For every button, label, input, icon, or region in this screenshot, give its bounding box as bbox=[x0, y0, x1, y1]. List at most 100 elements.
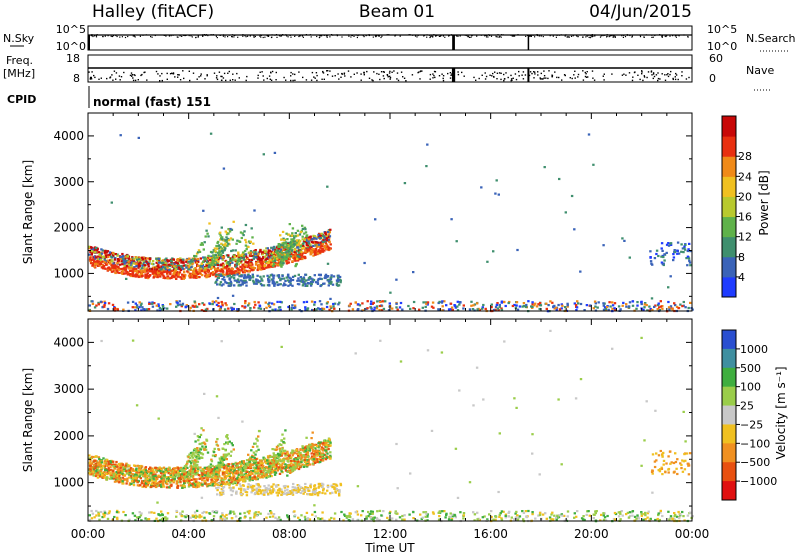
power-echo-cell bbox=[241, 267, 244, 270]
power-echo-cell bbox=[285, 276, 288, 279]
nsky-point bbox=[204, 34, 206, 36]
power-echo-cell bbox=[607, 308, 610, 311]
nsky-point bbox=[290, 36, 292, 38]
velocity-echo-cell bbox=[93, 459, 97, 462]
power-echo-cell bbox=[199, 266, 202, 269]
power-echo-cell bbox=[280, 250, 284, 253]
power-echo-cell bbox=[299, 253, 302, 256]
power-echo-cell bbox=[106, 250, 110, 253]
velocity-echo-cell bbox=[293, 463, 296, 466]
power-echo-cell bbox=[684, 306, 687, 309]
power-echo-cell bbox=[524, 305, 528, 308]
nsky-point bbox=[683, 34, 685, 36]
power-echo-cell bbox=[500, 308, 504, 311]
power-echo-cell bbox=[265, 253, 269, 256]
power-echo-cell bbox=[315, 237, 318, 240]
power-echo-cell bbox=[267, 266, 270, 269]
nave-point bbox=[591, 70, 594, 72]
velocity-echo-cell bbox=[121, 463, 125, 466]
power-echo-cell bbox=[555, 308, 558, 311]
nave-point bbox=[681, 71, 683, 73]
power-echo-cell bbox=[262, 284, 266, 287]
nsky-point bbox=[456, 35, 458, 37]
power-echo-cell bbox=[111, 254, 115, 257]
nave-tick-top: 60 bbox=[709, 52, 723, 65]
nsky-point bbox=[542, 36, 544, 38]
nsky-point bbox=[310, 36, 312, 38]
power-echo-cell bbox=[206, 307, 209, 310]
velocity-echo-cell bbox=[136, 464, 140, 467]
power-echo-cell bbox=[158, 261, 161, 264]
power-echo-cell bbox=[254, 256, 257, 259]
nave-point bbox=[632, 76, 634, 78]
power-echo-cell bbox=[174, 268, 178, 271]
power-echo-cell bbox=[623, 239, 626, 242]
nsky-point bbox=[320, 34, 322, 37]
nsky-point bbox=[589, 37, 591, 39]
power-echo-cell bbox=[151, 305, 155, 308]
power-echo-cell bbox=[667, 286, 670, 289]
nave-point bbox=[518, 75, 520, 77]
power-echo-cell bbox=[674, 304, 677, 307]
power-echo-cell bbox=[147, 277, 150, 280]
power-echo-cell bbox=[103, 303, 106, 307]
velocity-echo-cell bbox=[288, 454, 291, 457]
nsky-point bbox=[631, 35, 633, 37]
nsky-point bbox=[536, 34, 538, 36]
power-colorbar-tick-label: 28 bbox=[738, 150, 752, 163]
power-echo-cell bbox=[199, 267, 203, 270]
power-echo-cell bbox=[174, 265, 178, 268]
power-echo-cell bbox=[243, 270, 247, 273]
power-echo-cell bbox=[220, 264, 223, 267]
velocity-echo-cell bbox=[309, 463, 312, 466]
velocity-echo-cell bbox=[141, 485, 144, 488]
power-echo-cell bbox=[132, 259, 136, 262]
power-echo-cell bbox=[312, 279, 316, 282]
power-echo-cell bbox=[276, 257, 279, 260]
power-echo-cell bbox=[265, 306, 268, 309]
power-echo-cell bbox=[250, 258, 254, 261]
velocity-echo-cell bbox=[131, 478, 134, 481]
velocity-echo-cell bbox=[194, 484, 197, 487]
power-echo-cell bbox=[271, 248, 275, 251]
power-echo-cell bbox=[296, 243, 299, 246]
velocity-echo-cell bbox=[321, 452, 325, 455]
nave-point bbox=[388, 72, 391, 74]
power-echo-cell bbox=[304, 284, 307, 287]
power-echo-cell bbox=[573, 228, 576, 231]
nave-point bbox=[112, 79, 114, 81]
nsky-point bbox=[91, 34, 93, 36]
power-echo-cell bbox=[307, 278, 310, 281]
power-echo-cell bbox=[203, 241, 206, 244]
nave-point bbox=[350, 76, 352, 78]
power-echo-cell bbox=[193, 274, 196, 277]
power-echo-cell bbox=[170, 259, 173, 262]
nsky-point bbox=[231, 36, 233, 38]
power-echo-cell bbox=[151, 301, 154, 304]
power-echo-cell bbox=[315, 251, 319, 254]
power-echo-cell bbox=[217, 301, 220, 304]
power-echo-cell bbox=[229, 268, 233, 271]
velocity-echo-cell bbox=[282, 460, 285, 463]
power-echo-cell bbox=[682, 251, 685, 254]
power-echo-cell bbox=[285, 253, 288, 256]
nave-point bbox=[134, 79, 137, 82]
nave-point bbox=[310, 79, 313, 81]
power-echo-cell bbox=[125, 277, 128, 280]
nave-point bbox=[229, 79, 231, 81]
nave-point bbox=[159, 80, 161, 82]
power-echo-cell bbox=[236, 273, 239, 276]
velocity-echo-cell bbox=[303, 460, 306, 463]
power-echo-cell bbox=[649, 307, 652, 311]
power-echo-cell bbox=[361, 309, 364, 312]
power-echo-cell bbox=[231, 268, 234, 271]
power-echo-cell bbox=[325, 247, 329, 250]
nave-point bbox=[584, 71, 586, 74]
power-echo-cell bbox=[271, 254, 274, 257]
velocity-echo-cell bbox=[140, 482, 143, 485]
velocity-echo-cell bbox=[306, 452, 310, 455]
power-echo-cell bbox=[301, 224, 304, 227]
power-echo-cell bbox=[259, 265, 262, 268]
power-echo-cell bbox=[558, 308, 562, 311]
power-echo-cell bbox=[243, 306, 246, 309]
